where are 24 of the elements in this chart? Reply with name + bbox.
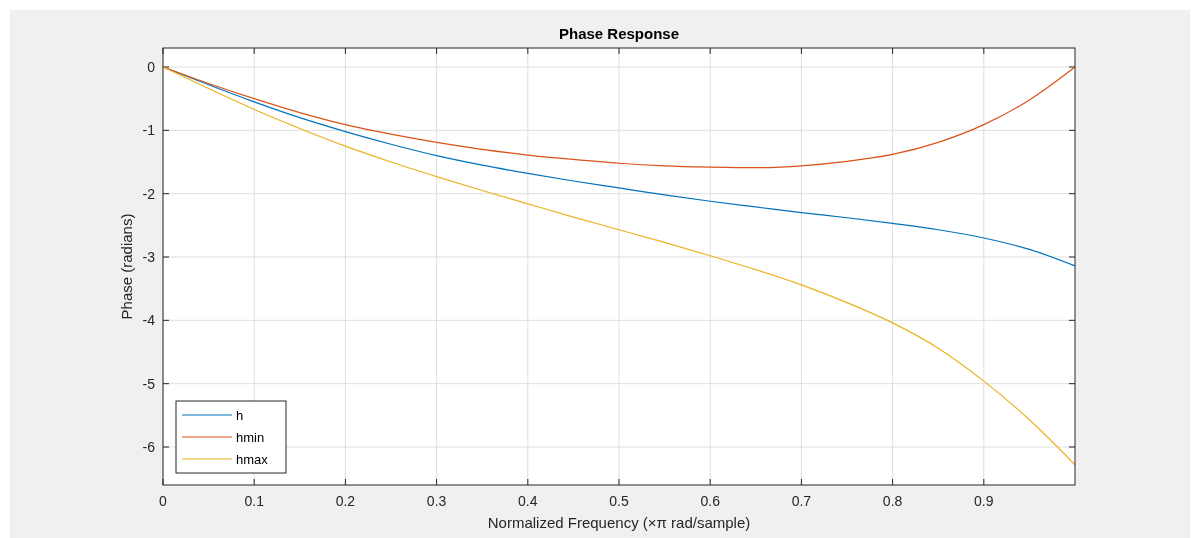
y-tick-label: -3 [142, 249, 156, 265]
x-tick-label: 0.1 [244, 493, 265, 509]
y-axis-title: Phase (radians) [118, 213, 135, 320]
y-tick-label: -1 [142, 122, 156, 139]
y-tick-label: 0 [147, 59, 156, 75]
y-tick-label: -5 [142, 375, 156, 392]
y-tick-label: -6 [142, 439, 156, 455]
y-tick-label: -2 [142, 185, 156, 202]
legend-label: hmin [236, 430, 265, 445]
legend-label: hmax [236, 452, 269, 467]
x-tick-label: 0 [159, 493, 168, 509]
x-tick-label: 0.6 [700, 493, 721, 509]
x-tick-label: 0.7 [791, 493, 812, 509]
x-tick-label: 0.4 [518, 493, 538, 509]
x-axis-title: Normalized Frequency (×π rad/sample) [487, 514, 751, 531]
x-tick-label: 0.5 [609, 493, 629, 509]
x-tick-label: 0.3 [426, 493, 447, 509]
x-tick-label: 0.9 [974, 493, 994, 509]
chart-title: Phase Response [558, 25, 680, 42]
line-series [162, 66, 1076, 466]
x-tick-label: 0.8 [882, 493, 903, 509]
y-tick-label: -4 [142, 312, 156, 329]
x-tick-label: 0.2 [335, 493, 356, 509]
legend-label: h [236, 408, 244, 423]
